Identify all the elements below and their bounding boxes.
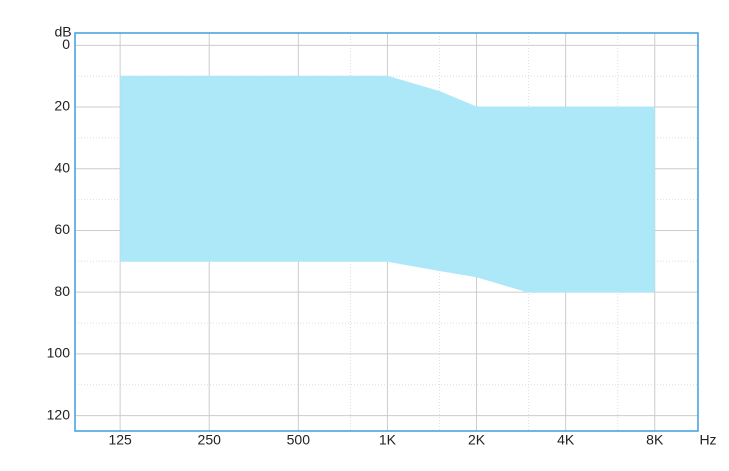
x-tick-label: 8K: [646, 432, 664, 448]
y-tick-label: 60: [54, 221, 70, 237]
y-tick-label: 120: [47, 406, 71, 422]
x-tick-label: 4K: [557, 432, 575, 448]
x-tick-label: 250: [198, 432, 222, 448]
range-area: [120, 76, 655, 293]
plot-frame: [74, 32, 699, 432]
y-tick-label: 100: [47, 345, 71, 361]
y-tick-label: 20: [54, 98, 70, 114]
y-tick-label: 0: [62, 36, 70, 52]
y-tick-label: 40: [54, 159, 70, 175]
y-axis-label: dB: [54, 24, 71, 40]
x-tick-label: 125: [108, 432, 132, 448]
range-edge: [120, 260, 655, 293]
x-axis-label: Hz: [699, 432, 716, 448]
x-tick-label: 500: [287, 432, 311, 448]
x-tick-label: 2K: [468, 432, 486, 448]
range-edge: [120, 75, 655, 108]
y-tick-label: 80: [54, 283, 70, 299]
x-tick-label: 1K: [379, 432, 397, 448]
